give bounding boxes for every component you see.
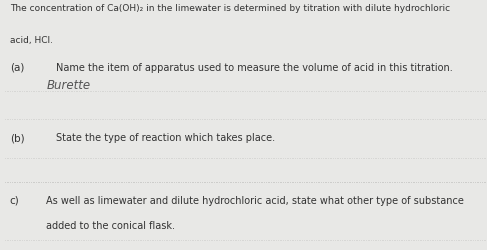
- Text: As well as limewater and dilute hydrochloric acid, state what other type of subs: As well as limewater and dilute hydrochl…: [46, 195, 464, 205]
- Text: Name the item of apparatus used to measure the volume of acid in this titration.: Name the item of apparatus used to measu…: [56, 62, 453, 72]
- Text: (a): (a): [10, 62, 24, 72]
- Text: c): c): [10, 195, 19, 205]
- Text: State the type of reaction which takes place.: State the type of reaction which takes p…: [56, 132, 275, 142]
- Text: added to the conical flask.: added to the conical flask.: [46, 220, 175, 230]
- Text: acid, HCl.: acid, HCl.: [10, 36, 53, 45]
- Text: The concentration of Ca(OH)₂ in the limewater is determined by titration with di: The concentration of Ca(OH)₂ in the lime…: [10, 4, 450, 13]
- Text: Burette: Burette: [46, 79, 91, 92]
- Text: (b): (b): [10, 132, 24, 142]
